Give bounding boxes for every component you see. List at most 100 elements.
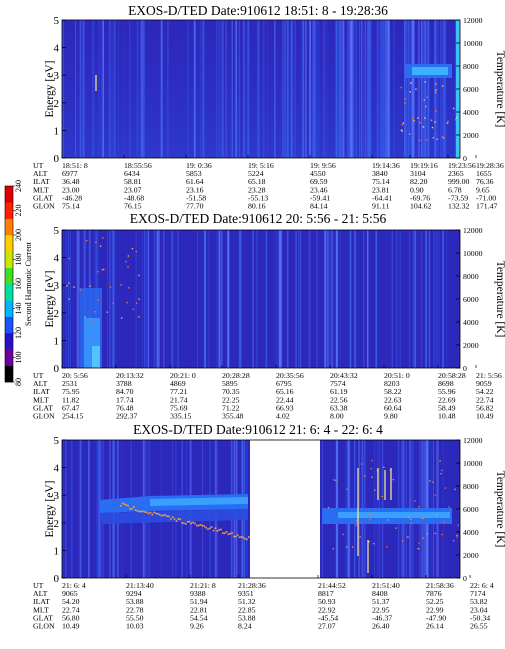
- colorbar-tick-label: 80: [14, 378, 23, 386]
- spectrogram-dot: [175, 520, 178, 522]
- ephemeris-cell: 23.46: [310, 185, 328, 194]
- ephemeris-cell: 20:58:28: [438, 371, 466, 380]
- y-tick-label: 5: [54, 15, 60, 27]
- spectrogram-dot: [421, 517, 424, 520]
- ephemeris-row-label: MLT: [33, 605, 49, 614]
- y-tick-label: 0: [54, 363, 60, 375]
- spectrogram-dot: [360, 463, 363, 465]
- spectrogram-stripe: [395, 230, 398, 368]
- spectrogram-stripe: [95, 440, 98, 578]
- spectrogram-dot: [236, 534, 239, 536]
- spectrogram-dot: [131, 507, 133, 510]
- spectrogram-dot: [417, 548, 419, 550]
- spectrogram-stripe: [110, 230, 112, 368]
- spectrogram-dot: [418, 139, 421, 142]
- ephemeris-cell: 84.14: [310, 202, 328, 211]
- spectrogram-dot: [196, 524, 198, 527]
- ephemeris-cell: 71.22: [222, 403, 240, 412]
- panel-3-plot: [61, 439, 461, 579]
- spectrogram-dot: [168, 515, 170, 518]
- spectrogram-stripe: [208, 230, 210, 368]
- spectrogram-stripe: [238, 230, 240, 368]
- colorbar-tick-label: 160: [14, 278, 23, 290]
- ephemeris-cell: 7574: [330, 379, 346, 388]
- ephemeris-cell: 54.20: [62, 597, 80, 606]
- spectrogram-dot: [436, 138, 438, 140]
- spectrogram-dot: [238, 536, 241, 539]
- ephemeris-row-label: MLT: [33, 185, 49, 194]
- ephemeris-cell: 22.44: [276, 395, 294, 404]
- ephemeris-cell: 23.00: [62, 185, 80, 194]
- spectrogram-stripe: [354, 230, 356, 368]
- spectrogram-dot: [84, 316, 86, 318]
- spectrogram-dot: [173, 518, 176, 520]
- ephemeris-cell: 22: 6: 4: [470, 581, 494, 590]
- ephemeris-cell: 76.15: [124, 202, 142, 211]
- spectrogram-stripe: [70, 230, 72, 368]
- panel-3: EXOS-D/TED Date:910612 21: 6: 4 - 22: 6:…: [33, 422, 505, 631]
- ephemeris-cell: 54.22: [476, 387, 494, 396]
- spectrogram-stripe: [300, 230, 302, 368]
- spectrogram-dot: [94, 311, 96, 313]
- spectrogram-dot: [426, 96, 429, 98]
- ephemeris-cell: 6795: [276, 379, 292, 388]
- ephemeris-row-label: ILAT: [33, 597, 50, 606]
- spectrogram-dot: [383, 466, 385, 468]
- spectrogram-stripe: [144, 230, 146, 368]
- y-tick-label: 4: [54, 253, 60, 265]
- spectrogram-dot: [170, 518, 172, 520]
- spectrogram-stripe: [278, 230, 281, 368]
- ephemeris-cell: 335.15: [170, 412, 192, 421]
- colorbar-swatch: [5, 186, 13, 203]
- spectrogram-stripe: [335, 230, 338, 368]
- y-tick-label: 0: [54, 153, 60, 165]
- panel-3-title: EXOS-D/TED Date:910612 21: 6: 4 - 22: 6:…: [133, 422, 383, 437]
- spectrogram-dot: [102, 268, 105, 271]
- spectrogram-dot: [426, 533, 428, 535]
- spectrogram-dot: [439, 460, 441, 462]
- spectrogram-dot: [441, 136, 444, 138]
- ephemeris-cell: 9388: [190, 589, 206, 598]
- ephemeris-cell: 19: 5:16: [248, 161, 274, 170]
- ephemeris-cell: 21:21: 8: [190, 581, 216, 590]
- ephemeris-cell: 56.82: [476, 403, 494, 412]
- spectrogram-dot: [413, 119, 415, 122]
- spectrogram-stripe: [308, 230, 311, 368]
- ephemeris-row-label: GLAT: [33, 193, 53, 202]
- spectrogram-stripe: [355, 230, 357, 368]
- ephemeris-row-label: GLON: [33, 202, 55, 211]
- spectrogram-dot: [227, 533, 230, 535]
- spectrogram-dot: [132, 308, 135, 311]
- ephemeris-cell: -50.34: [470, 613, 490, 622]
- colorbar-swatch: [5, 365, 13, 383]
- ephemeris-cell: 36.48: [62, 177, 80, 186]
- ephemeris-cell: 2531: [62, 379, 78, 388]
- spectrogram-dot: [179, 518, 181, 521]
- panel-3-ylabel: Energy [eV]: [44, 481, 56, 538]
- spectrogram-dot: [400, 129, 403, 131]
- spectrogram-dot: [418, 542, 420, 544]
- spectrogram-dot: [155, 512, 157, 515]
- ephemeris-cell: 55.50: [126, 613, 144, 622]
- spectrogram-stripe: [326, 230, 329, 368]
- ephemeris-cell: 21:13:40: [126, 581, 154, 590]
- spectrogram-dot: [123, 503, 126, 506]
- spectrogram-dot: [432, 481, 434, 483]
- spectrogram-dot: [135, 302, 138, 304]
- spectrogram-dot: [447, 120, 449, 123]
- ephemeris-cell: 56.80: [62, 613, 80, 622]
- ephemeris-cell: 4869: [170, 379, 186, 388]
- panel-2: EXOS-D/TED Date:910612 20: 5:56 - 21: 5:…: [33, 211, 505, 421]
- spectrogram-dot: [102, 237, 104, 239]
- spectrogram-dot: [429, 480, 431, 482]
- spectrogram-dot: [327, 507, 330, 509]
- ephemeris-row-label: UT: [33, 371, 44, 380]
- ephemeris-cell: 65.18: [248, 177, 266, 186]
- spectrogram-dot: [423, 99, 426, 101]
- ephemeris-cell: 58.81: [124, 177, 142, 186]
- spectrogram-stripe: [171, 230, 174, 368]
- spectrogram-dot: [184, 523, 187, 525]
- ephemeris-cell: 21:58:36: [426, 581, 454, 590]
- spectrogram-dot: [435, 89, 437, 91]
- ephemeris-cell: 21:44:52: [318, 581, 346, 590]
